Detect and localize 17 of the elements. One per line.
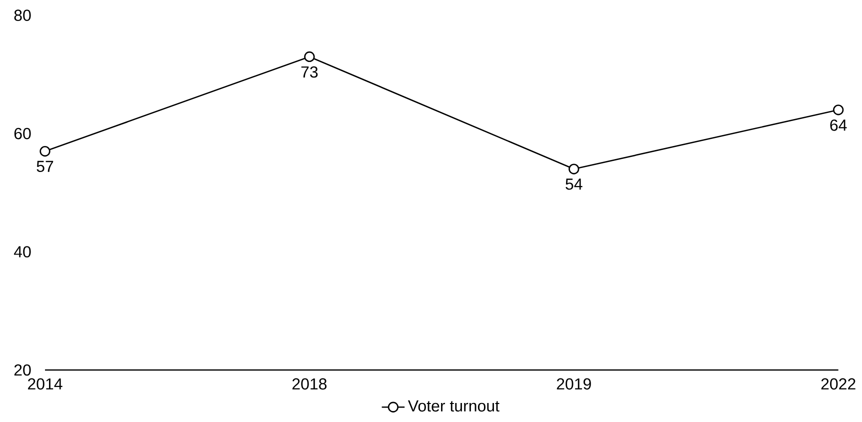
point: [304, 51, 315, 62]
point: [568, 164, 580, 174]
y-tick-label: 60: [14, 128, 31, 140]
y-tick-label: 40: [14, 246, 31, 258]
point: [833, 104, 844, 116]
x-tick-label: 2014: [28, 378, 62, 390]
data-label: 64: [830, 120, 847, 131]
y-tick-label: 20: [14, 364, 31, 376]
x-tick-label: 2018: [292, 378, 327, 390]
point: [40, 146, 50, 157]
x-tick-label: 2022: [821, 378, 856, 390]
data-label: 73: [301, 66, 318, 78]
data-label: 57: [36, 160, 54, 172]
y-tick-label: 80: [14, 10, 31, 21]
x-tick-label: 2019: [556, 378, 591, 390]
legend-label: Voter turnout: [408, 400, 500, 412]
data-label: 54: [566, 178, 582, 190]
